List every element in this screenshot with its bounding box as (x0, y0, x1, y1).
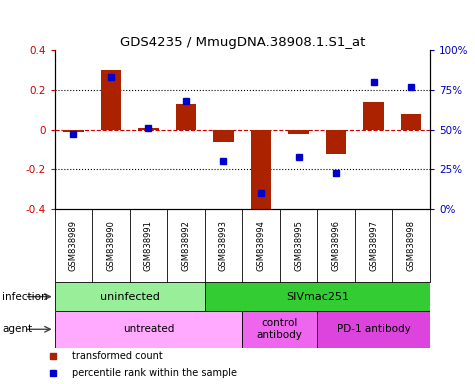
Text: PD-1 antibody: PD-1 antibody (337, 324, 410, 334)
Title: GDS4235 / MmugDNA.38908.1.S1_at: GDS4235 / MmugDNA.38908.1.S1_at (120, 36, 365, 49)
Text: GSM838994: GSM838994 (256, 220, 266, 271)
Bar (101, 70, 121, 130)
Text: agent: agent (2, 324, 32, 334)
Bar (363, 102, 384, 130)
Bar (213, 130, 234, 142)
Text: untreated: untreated (123, 324, 174, 334)
Text: SIVmac251: SIVmac251 (286, 291, 349, 302)
Text: transformed count: transformed count (72, 351, 163, 361)
Bar (176, 104, 196, 130)
Bar (242, 311, 317, 348)
Text: GSM838996: GSM838996 (332, 220, 341, 271)
Text: GSM838998: GSM838998 (407, 220, 416, 271)
Text: percentile rank within the sample: percentile rank within the sample (72, 368, 237, 379)
Text: infection: infection (2, 291, 48, 302)
Text: GSM838990: GSM838990 (106, 220, 115, 271)
Bar (138, 127, 159, 130)
Text: uninfected: uninfected (100, 291, 160, 302)
Text: GSM838995: GSM838995 (294, 220, 303, 271)
Bar (288, 130, 309, 134)
Text: GSM838993: GSM838993 (219, 220, 228, 271)
Text: GSM838991: GSM838991 (144, 220, 153, 271)
Text: control
antibody: control antibody (257, 318, 303, 340)
Bar (205, 282, 430, 311)
Text: GSM838992: GSM838992 (181, 220, 190, 271)
Bar (401, 114, 421, 130)
Bar (55, 282, 205, 311)
Bar (55, 311, 242, 348)
Bar (63, 130, 84, 132)
Text: GSM838989: GSM838989 (69, 220, 78, 271)
Text: GSM838997: GSM838997 (369, 220, 378, 271)
Bar (326, 130, 346, 154)
Bar (251, 130, 271, 209)
Bar (317, 311, 430, 348)
